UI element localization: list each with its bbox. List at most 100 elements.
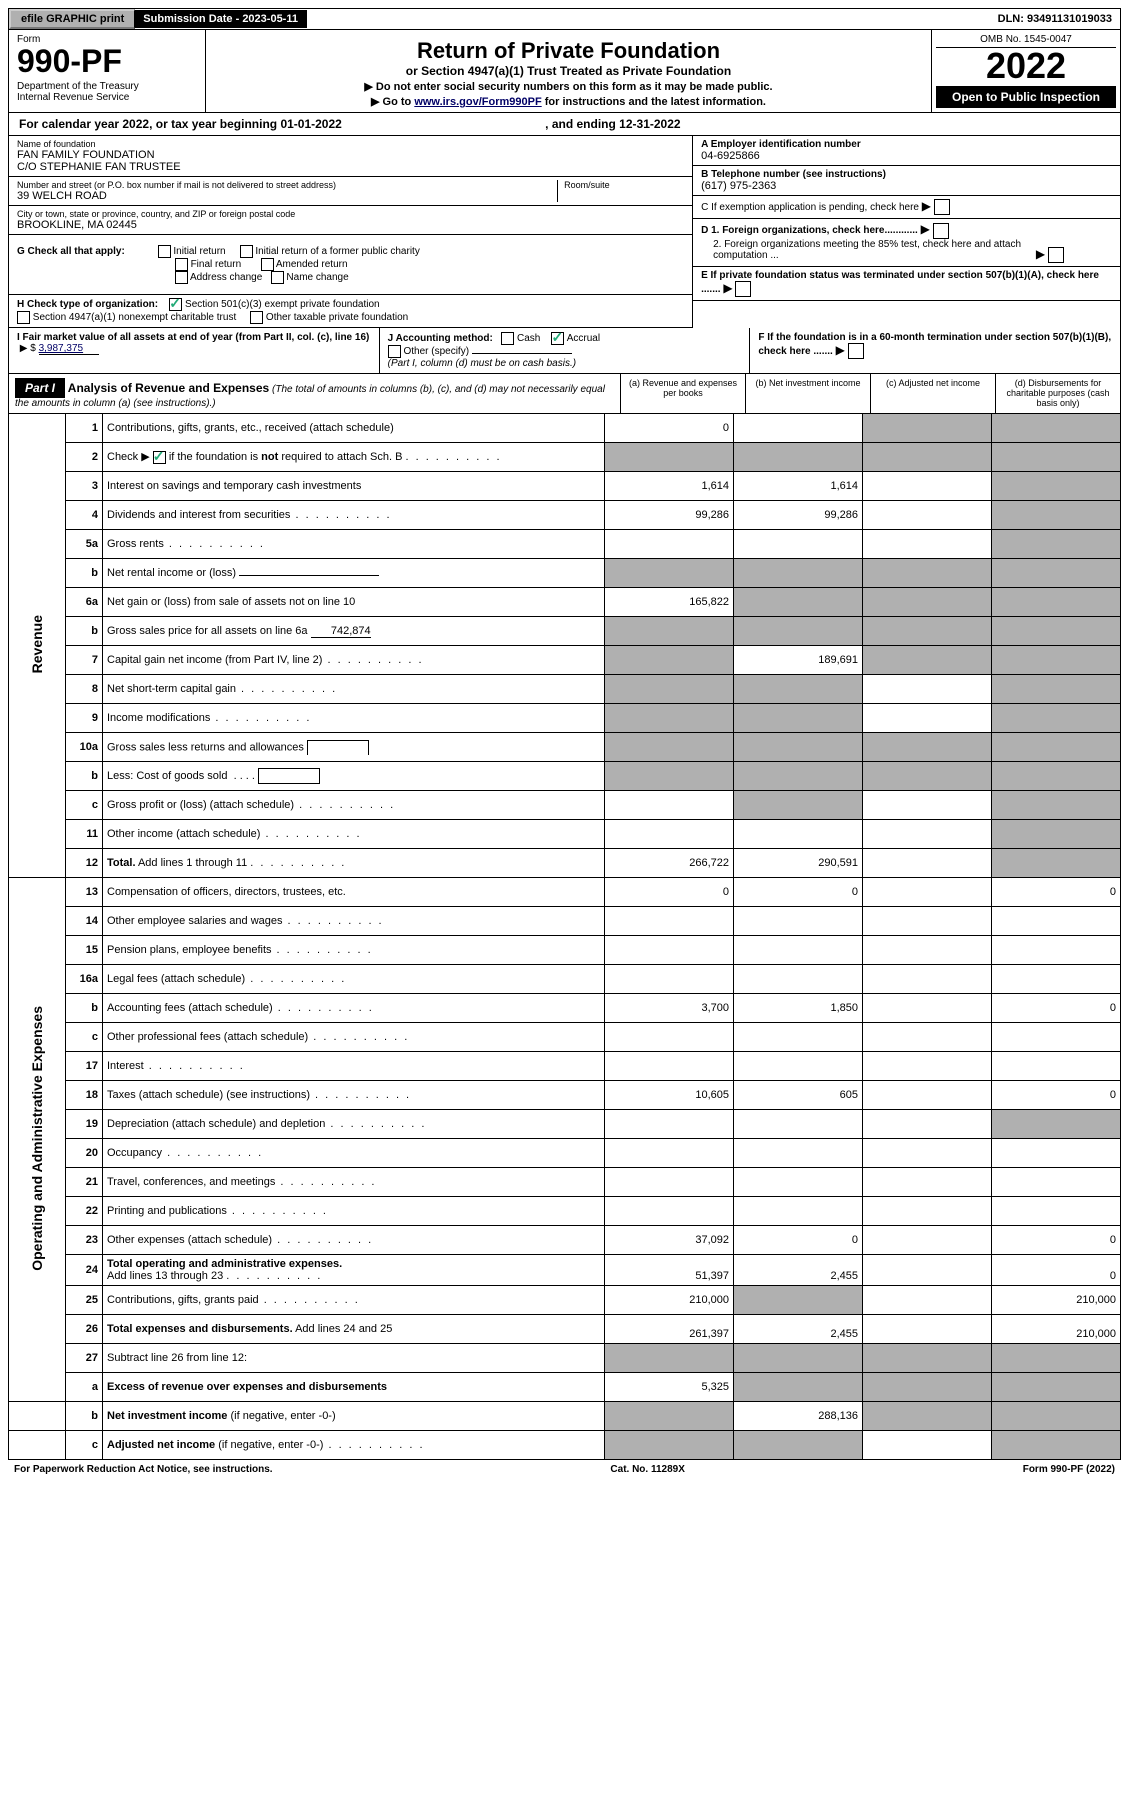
fmv-value[interactable]: 3,987,375 <box>39 343 99 355</box>
line-22-desc: Printing and publications <box>103 1197 605 1226</box>
tel-label: B Telephone number (see instructions) <box>701 169 1112 180</box>
line-27-desc: Subtract line 26 from line 12: <box>103 1344 605 1373</box>
box-j-note: (Part I, column (d) must be on cash basi… <box>388 358 576 369</box>
line-25-desc: Contributions, gifts, grants paid <box>103 1286 605 1315</box>
part1-header-row: Part I Analysis of Revenue and Expenses … <box>8 374 1121 414</box>
open-public-badge: Open to Public Inspection <box>936 86 1116 108</box>
line-5a-desc: Gross rents <box>103 530 605 559</box>
line-13-desc: Compensation of officers, directors, tru… <box>103 878 605 907</box>
col-c-head: (c) Adjusted net income <box>870 374 995 413</box>
form-title: Return of Private Foundation <box>210 38 927 64</box>
line-3-desc: Interest on savings and temporary cash i… <box>103 472 605 501</box>
line-1-a: 0 <box>605 414 734 443</box>
paperwork-notice: For Paperwork Reduction Act Notice, see … <box>14 1464 273 1475</box>
box-f-checkbox[interactable] <box>848 343 864 359</box>
box-d2-checkbox[interactable] <box>1048 247 1064 263</box>
line-9-desc: Income modifications <box>103 704 605 733</box>
form-number: 990-PF <box>17 45 197 77</box>
dln: DLN: 93491131019033 <box>990 10 1120 28</box>
final-return-checkbox[interactable] <box>175 258 188 271</box>
line-15-desc: Pension plans, employee benefits <box>103 936 605 965</box>
foundation-name-2: C/O STEPHANIE FAN TRUSTEE <box>17 161 684 173</box>
line-6b-desc: Gross sales price for all assets on line… <box>103 617 605 646</box>
section-i-j-f: I Fair market value of all assets at end… <box>8 328 1121 374</box>
line-10b-desc: Less: Cost of goods sold . . . . <box>103 762 605 791</box>
name-change-checkbox[interactable] <box>271 271 284 284</box>
box-d1-checkbox[interactable] <box>933 223 949 239</box>
line-6a-desc: Net gain or (loss) from sale of assets n… <box>103 588 605 617</box>
part1-label: Part I <box>15 378 65 398</box>
initial-return-checkbox[interactable] <box>158 245 171 258</box>
address: 39 WELCH ROAD <box>17 190 557 202</box>
line-23-desc: Other expenses (attach schedule) <box>103 1226 605 1255</box>
box-c-checkbox[interactable] <box>934 199 950 215</box>
line-16a-desc: Legal fees (attach schedule) <box>103 965 605 994</box>
line-7-desc: Capital gain net income (from Part IV, l… <box>103 646 605 675</box>
form-subtitle: or Section 4947(a)(1) Trust Treated as P… <box>210 64 927 78</box>
line-10a-desc: Gross sales less returns and allowances <box>103 733 605 762</box>
501c3-checkbox[interactable] <box>169 298 182 311</box>
other-taxable-checkbox[interactable] <box>250 311 263 324</box>
name-label: Name of foundation <box>17 139 684 149</box>
line-20-desc: Occupancy <box>103 1139 605 1168</box>
room-label: Room/suite <box>564 180 684 190</box>
cash-checkbox[interactable] <box>501 332 514 345</box>
address-change-checkbox[interactable] <box>175 271 188 284</box>
line-21-desc: Travel, conferences, and meetings <box>103 1168 605 1197</box>
box-i-label: I Fair market value of all assets at end… <box>17 332 369 343</box>
line-16b-desc: Accounting fees (attach schedule) <box>103 994 605 1023</box>
accrual-checkbox[interactable] <box>551 332 564 345</box>
dept-label: Department of the TreasuryInternal Reven… <box>17 81 197 103</box>
city-val: BROOKLINE, MA 02445 <box>17 219 684 231</box>
4947a1-checkbox[interactable] <box>17 311 30 324</box>
city-label: City or town, state or province, country… <box>17 209 684 219</box>
line-4-desc: Dividends and interest from securities <box>103 501 605 530</box>
line-18-desc: Taxes (attach schedule) (see instruction… <box>103 1081 605 1110</box>
box-h-label: H Check type of organization: <box>17 299 158 310</box>
line-14-desc: Other employee salaries and wages <box>103 907 605 936</box>
foundation-name-1: FAN FAMILY FOUNDATION <box>17 149 684 161</box>
form-footer: Form 990-PF (2022) <box>1023 1464 1115 1475</box>
col-a-head: (a) Revenue and expenses per books <box>620 374 745 413</box>
line-16c-desc: Other professional fees (attach schedule… <box>103 1023 605 1052</box>
form-note-1: ▶ Do not enter social security numbers o… <box>210 80 927 93</box>
box-e: E If private foundation status was termi… <box>701 270 1099 295</box>
cat-no: Cat. No. 11289X <box>610 1464 684 1475</box>
line-27a-desc: Excess of revenue over expenses and disb… <box>103 1373 605 1402</box>
line-24-desc: Total operating and administrative expen… <box>103 1255 605 1286</box>
ein-label: A Employer identification number <box>701 139 1112 150</box>
instructions-link[interactable]: www.irs.gov/Form990PF <box>414 96 541 108</box>
part1-table: Revenue 1Contributions, gifts, grants, e… <box>8 414 1121 1460</box>
schb-checkbox[interactable] <box>153 451 166 464</box>
col-b-head: (b) Net investment income <box>745 374 870 413</box>
line-11-desc: Other income (attach schedule) <box>103 820 605 849</box>
form-note-2: ▶ Go to www.irs.gov/Form990PF for instru… <box>210 95 927 108</box>
amended-return-checkbox[interactable] <box>261 258 274 271</box>
efile-print-button[interactable]: efile GRAPHIC print <box>9 9 135 29</box>
addr-label: Number and street (or P.O. box number if… <box>17 180 557 190</box>
line-1-desc: Contributions, gifts, grants, etc., rece… <box>103 414 605 443</box>
footer: For Paperwork Reduction Act Notice, see … <box>8 1460 1121 1479</box>
line-19-desc: Depreciation (attach schedule) and deple… <box>103 1110 605 1139</box>
line-26-desc: Total expenses and disbursements. Add li… <box>103 1315 605 1344</box>
box-d1: D 1. Foreign organizations, check here..… <box>701 225 918 236</box>
submission-date: Submission Date - 2023-05-11 <box>135 10 307 28</box>
box-j-label: J Accounting method: <box>388 333 493 344</box>
box-e-checkbox[interactable] <box>735 281 751 297</box>
expenses-side-label: Operating and Administrative Expenses <box>9 878 66 1402</box>
revenue-side-label: Revenue <box>9 414 66 878</box>
line-10c-desc: Gross profit or (loss) (attach schedule) <box>103 791 605 820</box>
line-2-desc: Check ▶ if the foundation is not require… <box>103 443 605 472</box>
line-27c-desc: Adjusted net income (if negative, enter … <box>103 1431 605 1460</box>
tax-year: 2022 <box>936 48 1116 84</box>
info-grid: Name of foundation FAN FAMILY FOUNDATION… <box>8 136 1121 328</box>
line-8-desc: Net short-term capital gain <box>103 675 605 704</box>
other-method-checkbox[interactable] <box>388 345 401 358</box>
part1-title: Analysis of Revenue and Expenses <box>68 381 269 395</box>
initial-former-checkbox[interactable] <box>240 245 253 258</box>
line-12-desc: Total. Add lines 1 through 11 <box>103 849 605 878</box>
line-17-desc: Interest <box>103 1052 605 1081</box>
form-header: Form 990-PF Department of the TreasuryIn… <box>8 30 1121 113</box>
calendar-year-row: For calendar year 2022, or tax year begi… <box>8 113 1121 136</box>
col-d-head: (d) Disbursements for charitable purpose… <box>995 374 1120 413</box>
